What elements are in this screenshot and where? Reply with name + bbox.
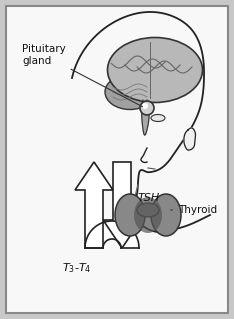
Polygon shape [184, 128, 196, 150]
Text: Pituitary
gland: Pituitary gland [22, 44, 143, 107]
Polygon shape [142, 100, 149, 135]
Polygon shape [103, 162, 141, 248]
Ellipse shape [115, 194, 145, 236]
Polygon shape [75, 162, 113, 248]
Polygon shape [85, 221, 139, 248]
Ellipse shape [134, 197, 162, 233]
Text: Thyroid: Thyroid [171, 205, 217, 215]
FancyBboxPatch shape [6, 6, 228, 313]
Ellipse shape [137, 203, 159, 217]
Ellipse shape [151, 194, 181, 236]
Text: TSH: TSH [138, 193, 160, 203]
Ellipse shape [107, 38, 202, 102]
Circle shape [140, 101, 154, 115]
Circle shape [142, 103, 148, 109]
Ellipse shape [105, 75, 155, 109]
Ellipse shape [151, 115, 165, 122]
Polygon shape [72, 12, 210, 232]
Text: $T_3$-$T_4$: $T_3$-$T_4$ [62, 261, 91, 275]
